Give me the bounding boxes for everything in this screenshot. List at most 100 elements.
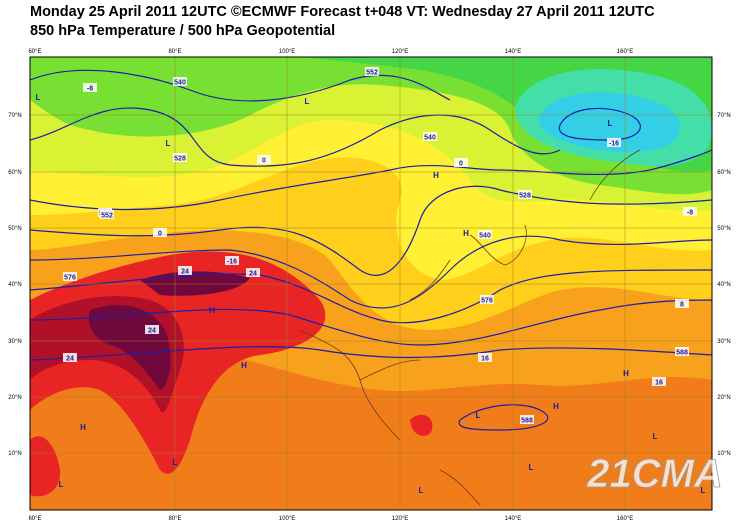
contour-label: -8 — [683, 207, 697, 217]
contour-label-box — [63, 353, 77, 362]
latitude-label: 20°N — [8, 395, 21, 401]
contour-label-text: 0 — [459, 161, 463, 168]
latitude-label: 30°N — [8, 339, 21, 345]
latitude-label-right: 30°N — [717, 339, 730, 345]
contour-label-text: 24 — [249, 271, 257, 278]
contour-label: 576 — [480, 295, 494, 305]
contour-label-box — [83, 83, 97, 92]
subtitle: 850 hPa Temperature / 500 hPa Geopotenti… — [30, 23, 336, 39]
contour-label-text: 576 — [481, 298, 493, 305]
pressure-center: H — [623, 369, 629, 378]
contour-label-text: 588 — [676, 350, 688, 357]
contour-label-box — [173, 77, 187, 86]
grid — [30, 57, 712, 510]
contour-label: 24 — [145, 325, 159, 335]
contour-label-box — [423, 132, 437, 141]
longitude-label: 80°E — [168, 516, 181, 522]
longitude-label: 60°E — [28, 516, 41, 522]
contour-label-box — [225, 256, 239, 265]
pressure-center: H — [80, 423, 86, 432]
contour-label-box — [173, 153, 187, 162]
latitude-label: 50°N — [8, 226, 21, 232]
latitude-label-right: 40°N — [717, 282, 730, 288]
latitude-label-right: 20°N — [717, 395, 730, 401]
contour-label-text: 576 — [64, 275, 76, 282]
contour-label-text: 588 — [521, 418, 533, 425]
latitude-label-right: 70°N — [717, 113, 730, 119]
longitude-label: 160°E — [617, 516, 633, 522]
contour-label-box — [478, 353, 492, 362]
contour-label: 24 — [178, 266, 192, 276]
pressure-center: L — [476, 411, 481, 420]
pressure-center: L — [419, 486, 424, 495]
contour-label-box — [607, 138, 621, 147]
contour-label-text: 528 — [519, 193, 531, 200]
contour-label-text: 16 — [481, 356, 489, 363]
pressure-center: L — [173, 458, 178, 467]
contour-label: 0 — [454, 158, 468, 168]
contour-label: 540 — [173, 77, 187, 87]
contour-label-box — [63, 272, 77, 281]
contour-label-box — [178, 266, 192, 275]
contour-label: 588 — [675, 347, 689, 357]
contour-label-text: 24 — [66, 356, 74, 363]
latitude-label-right: 60°N — [717, 170, 730, 176]
contour-label: -8 — [83, 83, 97, 93]
pressure-center: H — [433, 171, 439, 180]
contour-label: 552 — [100, 210, 114, 220]
pressure-center: H — [209, 306, 215, 315]
latitude-label: 10°N — [8, 451, 21, 457]
pressure-center: L — [529, 463, 534, 472]
contour-label-text: -16 — [609, 141, 619, 148]
longitude-label: 140°E — [505, 516, 521, 522]
contour-label: -16 — [607, 138, 621, 148]
pressure-center: L — [653, 432, 658, 441]
longitude-label-top: 80°E — [168, 49, 181, 55]
pressure-center: L — [36, 93, 41, 102]
contour-label: 16 — [652, 377, 666, 387]
contour-label-box — [675, 347, 689, 356]
longitude-label-top: 120°E — [392, 49, 408, 55]
pressure-center: H — [553, 402, 559, 411]
contour-label: 588 — [520, 415, 534, 425]
contour-label-box — [478, 230, 492, 239]
longitude-label: 120°E — [392, 516, 408, 522]
contour-label-box — [145, 325, 159, 334]
contour-label-box — [454, 158, 468, 167]
contour-label: 540 — [423, 132, 437, 142]
contour-label: 0 — [153, 228, 167, 238]
latitude-label-right: 50°N — [717, 226, 730, 232]
contour-label-text: 24 — [181, 269, 189, 276]
contour-label: 24 — [63, 353, 77, 363]
contour-label: 540 — [478, 230, 492, 240]
longitude-label-top: 140°E — [505, 49, 521, 55]
geopotential-contours — [30, 69, 712, 431]
contour-label-text: 0 — [262, 158, 266, 165]
longitude-label-top: 160°E — [617, 49, 633, 55]
pressure-center: L — [608, 119, 613, 128]
contour-label: 528 — [518, 190, 532, 200]
contour-label-box — [257, 155, 271, 164]
watermark: 21CMA — [586, 452, 723, 496]
contour-label: 576 — [63, 272, 77, 282]
contour-label-text: 0 — [158, 231, 162, 238]
contour-label-text: 8 — [680, 302, 684, 309]
contour-label-box — [518, 190, 532, 199]
contour-label-text: 540 — [424, 135, 436, 142]
contour-label: 0 — [257, 155, 271, 165]
pressure-center: L — [305, 97, 310, 106]
contour-label: 24 — [246, 268, 260, 278]
pressure-center: L — [701, 486, 706, 495]
contour-label-text: 552 — [101, 213, 113, 220]
contour-label-box — [520, 415, 534, 424]
contour-label-text: 540 — [174, 80, 186, 87]
pressure-center: L — [166, 139, 171, 148]
title: Monday 25 April 2011 12UTC ©ECMWF Foreca… — [30, 4, 655, 20]
contour-label-text: -8 — [687, 210, 693, 217]
contour-label-box — [652, 377, 666, 386]
latitude-label: 40°N — [8, 282, 21, 288]
contour-label: 16 — [478, 353, 492, 363]
contour-label: 528 — [173, 153, 187, 163]
pressure-center: L — [59, 480, 64, 489]
